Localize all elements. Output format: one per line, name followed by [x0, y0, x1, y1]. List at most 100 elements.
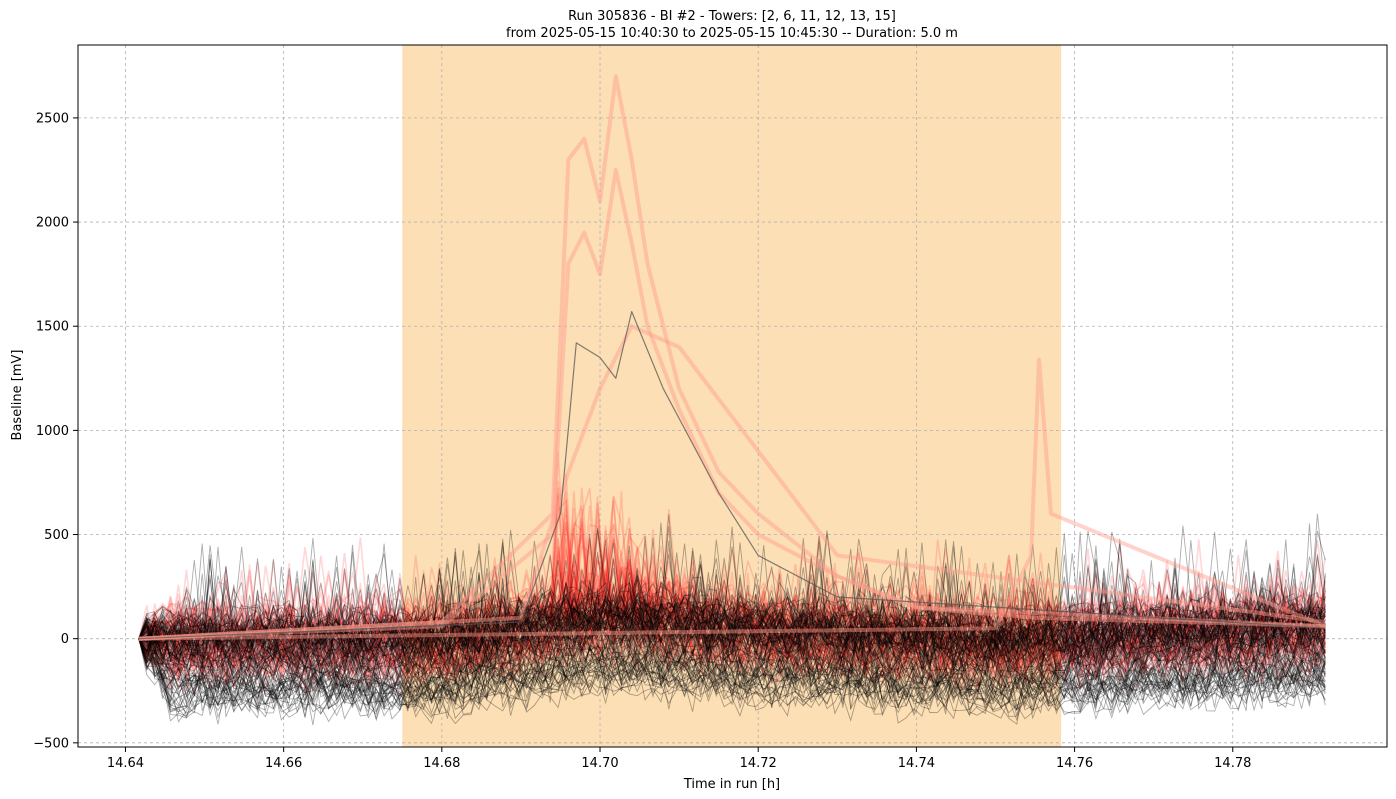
series-line-1	[138, 74, 1326, 641]
black-trace	[138, 543, 1326, 651]
black-trace	[138, 576, 1326, 717]
black-trace	[138, 539, 1326, 673]
black-trace	[138, 543, 1326, 647]
black-trace	[138, 526, 1326, 661]
black-trace	[138, 605, 1326, 706]
black-trace	[138, 568, 1326, 665]
black-trace	[138, 593, 1326, 695]
red-trace	[138, 561, 1326, 681]
x-axis-label: Time in run [h]	[683, 777, 780, 792]
red-trace	[138, 584, 1326, 680]
red-trace	[138, 451, 1327, 657]
black-trace	[138, 530, 1326, 659]
black-trace	[138, 572, 1326, 678]
black-trace	[138, 590, 1326, 700]
red-trace	[138, 491, 1327, 654]
black-trace	[138, 598, 1326, 707]
red-trace	[138, 534, 1327, 641]
y-tick-label: 0	[61, 632, 69, 647]
black-trace	[138, 595, 1326, 703]
red-trace	[138, 568, 1326, 686]
black-trace	[138, 522, 1326, 667]
black-trace	[138, 605, 1326, 709]
black-trace	[138, 558, 1326, 671]
black-trace	[138, 546, 1326, 657]
black-trace	[138, 546, 1326, 653]
highlight-span	[402, 45, 1062, 747]
black-trace	[138, 550, 1326, 645]
x-tick-label: 14.70	[581, 756, 618, 771]
black-trace	[138, 597, 1326, 694]
x-tick-label: 14.66	[265, 756, 302, 771]
black-trace	[138, 559, 1326, 673]
black-trace	[138, 534, 1326, 660]
black-trace	[138, 551, 1326, 677]
red-trace	[138, 550, 1327, 660]
red-trace	[138, 558, 1326, 678]
black-trace	[138, 550, 1326, 660]
black-trace	[138, 574, 1326, 692]
black-trace	[138, 584, 1326, 706]
red-trace	[138, 500, 1326, 662]
y-tick-label: 2500	[36, 111, 69, 126]
black-trace	[138, 542, 1326, 646]
black-trace	[138, 554, 1326, 670]
red-trace	[138, 552, 1326, 682]
chart-subtitle: from 2025-05-15 10:40:30 to 2025-05-15 1…	[506, 26, 958, 41]
black-trace	[138, 560, 1326, 668]
red-trace	[138, 564, 1326, 683]
red-trace	[138, 498, 1326, 667]
black-trace	[138, 560, 1326, 664]
red-trace	[138, 545, 1326, 677]
black-trace	[138, 525, 1326, 650]
black-trace	[138, 575, 1326, 695]
black-trace	[138, 631, 1326, 712]
red-trace	[138, 520, 1326, 683]
series-line-4	[138, 357, 1327, 641]
black-trace	[138, 585, 1326, 697]
red-trace	[138, 544, 1327, 676]
black-trace	[138, 565, 1326, 663]
black-trace	[138, 571, 1326, 698]
black-trace	[138, 593, 1326, 701]
black-trace	[138, 612, 1326, 707]
red-trace	[138, 538, 1327, 662]
black-trace	[138, 574, 1326, 677]
red-trace	[138, 593, 1326, 685]
black-trace	[138, 538, 1326, 662]
black-trace	[138, 568, 1326, 659]
red-trace	[138, 505, 1326, 646]
red-trace	[138, 514, 1326, 654]
red-trace	[138, 509, 1327, 640]
black-trace	[138, 536, 1326, 645]
black-trace	[138, 559, 1326, 653]
red-trace	[138, 550, 1327, 681]
y-tick-label: 1500	[36, 320, 69, 335]
black-trace	[138, 606, 1326, 722]
black-trace	[138, 546, 1326, 652]
red-trace	[138, 491, 1326, 644]
black-trace	[138, 596, 1326, 701]
black-trace	[138, 532, 1326, 644]
red-trace	[138, 525, 1327, 686]
red-trace	[138, 573, 1327, 674]
red-trace	[138, 520, 1326, 646]
black-trace	[138, 607, 1326, 712]
red-trace	[138, 521, 1326, 662]
red-trace	[138, 507, 1327, 654]
x-tick-label: 14.72	[740, 756, 777, 771]
black-trace	[138, 623, 1326, 720]
series-line-2	[138, 168, 1326, 641]
red-trace	[138, 570, 1327, 685]
black-trace	[138, 559, 1326, 669]
x-tick-label: 14.74	[898, 756, 935, 771]
black-trace	[138, 548, 1326, 654]
black-trace	[138, 541, 1326, 665]
black-trace	[138, 571, 1326, 700]
y-axis-label: Baseline [mV]	[10, 350, 25, 441]
black-trace	[138, 558, 1326, 650]
red-trace	[138, 495, 1327, 649]
black-trace	[138, 569, 1326, 691]
red-trace	[138, 564, 1327, 682]
black-trace	[138, 600, 1326, 717]
